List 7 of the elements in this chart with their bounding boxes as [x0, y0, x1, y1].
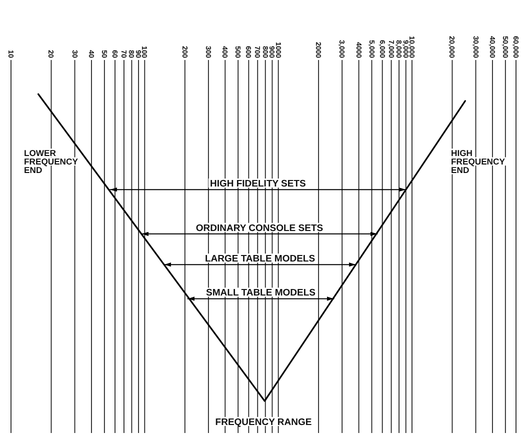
x-axis-title: FREQUENCY RANGE	[215, 417, 312, 428]
series-label: LARGE TABLE MODELS	[204, 254, 316, 265]
annotation: LOWER FREQUENCY END	[24, 148, 78, 176]
series-label: SMALL TABLE MODELS	[206, 288, 316, 299]
series-label: ORDINARY CONSOLE SETS	[196, 222, 324, 234]
annotation: HIGH FREQUENCY END	[451, 148, 506, 176]
series-label: HIGH FIDELITY SETS	[210, 178, 306, 190]
